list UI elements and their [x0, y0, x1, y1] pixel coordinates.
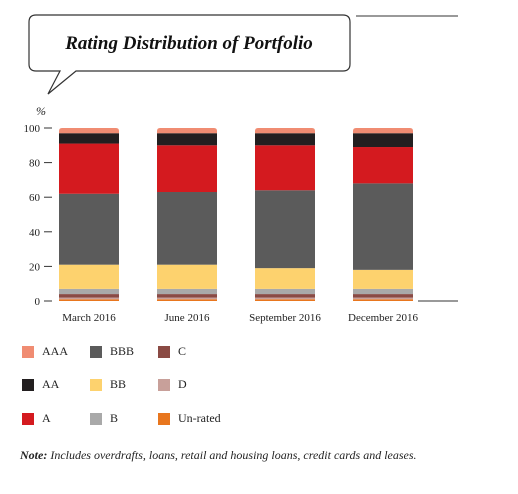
note: Note: Includes overdrafts, loans, retail…: [20, 448, 480, 463]
bar-segment-aa: [157, 133, 217, 146]
bar-segment-bb: [353, 269, 413, 289]
bar-segment-bbb: [255, 190, 315, 269]
bar-segment-aa: [59, 133, 119, 144]
bar-segment-aaa: [157, 128, 217, 134]
bar-segment-aa: [255, 133, 315, 146]
bar-segment-aaa: [255, 128, 315, 134]
bar-segment-a: [157, 145, 217, 193]
bar-segment-bb: [157, 264, 217, 289]
bar-segment-aa: [353, 133, 413, 148]
bar-segment-b: [255, 288, 315, 295]
y-tick-label: 20: [29, 261, 41, 273]
y-tick-label: 40: [29, 227, 41, 239]
y-axis: 0 20 40 60 80 100: [24, 123, 52, 308]
bar-segment-d: [353, 297, 413, 300]
bar-segment-aaa: [353, 128, 413, 134]
bar-segment-d: [255, 297, 315, 300]
bar-segment-un-rated: [157, 299, 217, 301]
chart-title: Rating Distribution of Portfolio: [64, 33, 313, 54]
bar-segment-un-rated: [255, 299, 315, 301]
bar-segment-bbb: [353, 183, 413, 270]
bar-segment-bb: [59, 264, 119, 289]
x-axis: March 2016 June 2016 September 2016 Decembe…: [62, 312, 418, 324]
bar-segment-bbb: [157, 192, 217, 265]
x-tick-label: December 2016: [348, 312, 418, 324]
bar-segment-a: [255, 145, 315, 191]
bar-segment-b: [353, 288, 413, 295]
bar-segment-bb: [255, 268, 315, 289]
bar-segment-un-rated: [353, 299, 413, 301]
bar-segment-a: [353, 147, 413, 184]
y-tick-label: 100: [24, 123, 41, 135]
bar-segment-c: [59, 294, 119, 298]
bar-segment-b: [157, 288, 217, 295]
y-tick-label: 60: [29, 192, 41, 204]
bars: [59, 128, 413, 301]
bar-segment-c: [255, 294, 315, 298]
bar-segment-d: [59, 297, 119, 300]
title-bubble: [28, 14, 351, 95]
bar-segment-bbb: [59, 193, 119, 265]
bar-segment-c: [353, 294, 413, 298]
bar-segment-un-rated: [59, 299, 119, 301]
y-tick-label: 0: [35, 296, 41, 308]
x-tick-label: September 2016: [249, 312, 321, 324]
y-tick-label: 80: [29, 158, 41, 170]
bar-segment-c: [157, 294, 217, 298]
bar-segment-a: [59, 143, 119, 194]
note-text: Includes overdrafts, loans, retail and h…: [47, 448, 417, 462]
x-tick-label: June 2016: [165, 312, 210, 324]
bar-segment-d: [157, 297, 217, 300]
note-prefix: Note:: [20, 448, 48, 462]
bar-segment-aaa: [59, 128, 119, 134]
x-tick-label: March 2016: [62, 312, 116, 324]
bar-segment-b: [59, 288, 119, 295]
y-axis-label: %: [36, 104, 46, 118]
